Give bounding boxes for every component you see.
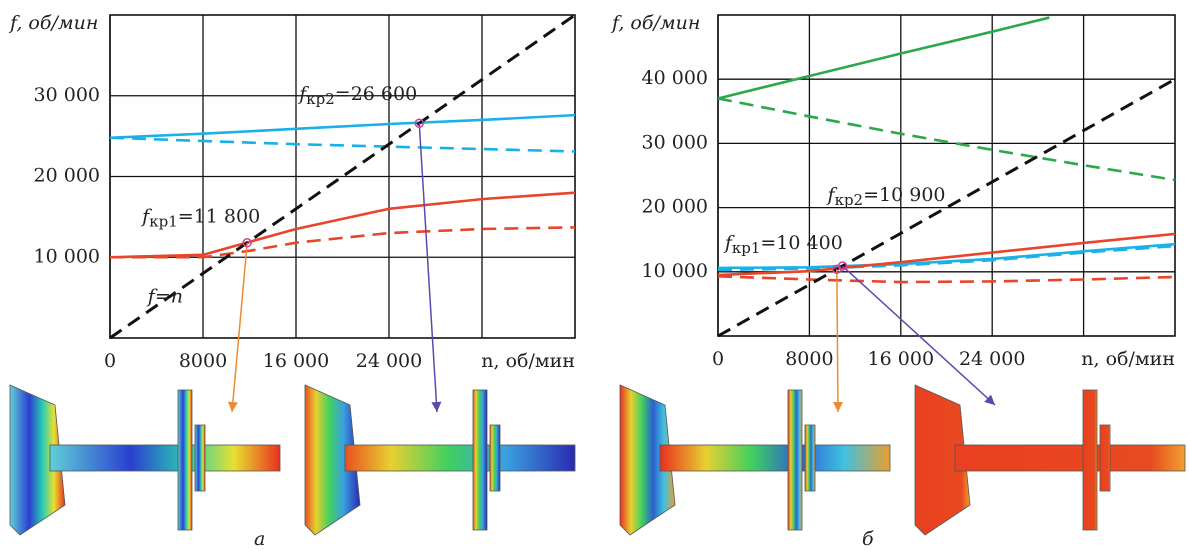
panel-label: б	[862, 528, 874, 550]
y-tick-label: 10 000	[642, 260, 708, 282]
x-axis-label: n, об/мин	[1081, 348, 1175, 370]
series-line	[718, 18, 1049, 99]
series-line	[718, 98, 1175, 180]
y-tick-label: 30 000	[34, 84, 100, 106]
rotor-image	[620, 385, 890, 535]
value-label: =10 400	[760, 232, 842, 254]
series-line	[110, 115, 575, 138]
value-label: =10 900	[863, 184, 945, 206]
rotor-image	[10, 385, 280, 535]
x-tick-label: 8000	[785, 348, 833, 370]
subscript: кр2	[306, 90, 335, 108]
y-tick-label: 20 000	[34, 165, 100, 187]
subscript: кр1	[732, 239, 761, 257]
plot-frame	[718, 15, 1175, 336]
series-line	[718, 276, 1175, 282]
arrow-head	[431, 402, 442, 413]
arrow	[232, 243, 247, 412]
value-label: =11 800	[178, 206, 260, 228]
value-label: =26 600	[335, 83, 417, 105]
panel-label: а	[254, 528, 265, 550]
critical-label: fкр1=11 800	[140, 206, 260, 231]
figure: 10 000 20 000 30 000 0 8000 16 000 24 000 f, об…	[0, 0, 1189, 551]
arrow	[837, 269, 838, 412]
arrow-head	[833, 402, 843, 412]
x-tick-label: 0	[712, 348, 724, 370]
y-axis-label: f, об/мин	[610, 12, 700, 34]
y-tick-label: 40 000	[642, 67, 708, 89]
x-tick-label: 8000	[179, 350, 227, 372]
rotor-image	[915, 385, 1185, 535]
subscript: кр1	[149, 213, 178, 231]
critical-label: fкр2=10 900	[826, 184, 946, 209]
x-tick-label: 16 000	[868, 348, 934, 370]
critical-label: fкр1=10 400	[723, 232, 843, 257]
critical-label: fкр2=26 600	[297, 83, 417, 108]
arrow-head	[227, 402, 238, 413]
x-tick-label: 24 000	[356, 350, 422, 372]
series-line	[110, 138, 575, 152]
x-tick-label: 0	[104, 350, 116, 372]
y-axis-label: f, об/мин	[8, 12, 98, 34]
page: {"chart_data": [ {"type": "line", "y_lab…	[0, 0, 1189, 551]
y-tick-label: 20 000	[642, 196, 708, 218]
y-tick-label: 30 000	[642, 131, 708, 153]
y-tick-label: 10 000	[34, 245, 100, 267]
x-axis-label: n, об/мин	[481, 350, 575, 372]
x-tick-label: 24 000	[959, 348, 1025, 370]
rotor-image	[305, 385, 575, 535]
series-line	[110, 227, 575, 257]
x-tick-label: 16 000	[263, 350, 329, 372]
line-label: f=n	[146, 286, 183, 308]
subscript: кр2	[835, 191, 864, 209]
